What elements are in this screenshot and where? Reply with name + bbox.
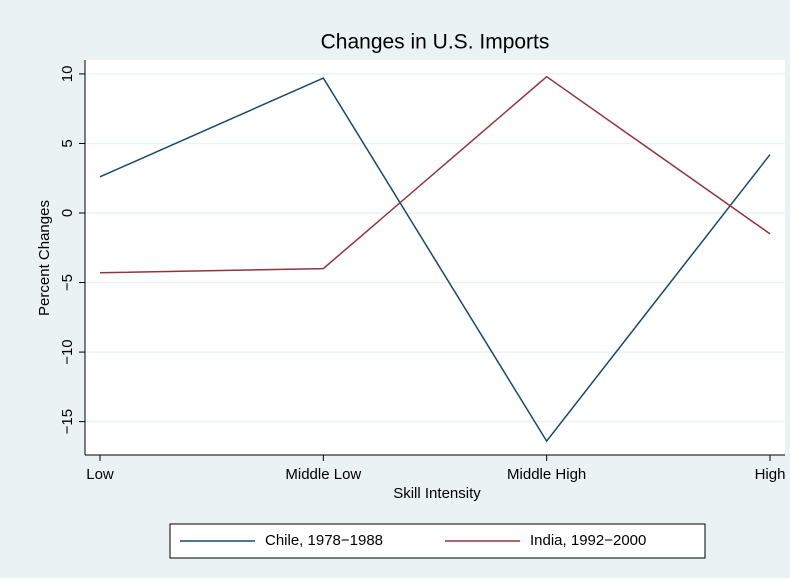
x-axis-label: Skill Intensity: [393, 485, 481, 502]
x-tick-label: Low: [86, 466, 114, 483]
chart-title: Changes in U.S. Imports: [321, 31, 550, 54]
legend-label: Chile, 1978−1988: [265, 532, 383, 549]
x-tick-label: Middle High: [507, 466, 586, 483]
y-tick-label: −10: [59, 339, 76, 364]
x-tick-label: Middle Low: [285, 466, 361, 483]
line-series: [99, 77, 771, 443]
y-tick-label: 10: [59, 66, 76, 83]
legend-label: India, 1992−2000: [530, 532, 646, 549]
y-tick-label: 5: [59, 139, 76, 147]
line-series: [99, 75, 771, 274]
y-tick-label: 0: [59, 209, 76, 217]
plot-area: [85, 60, 785, 455]
y-tick-label: −15: [59, 409, 76, 434]
x-tick-label: High: [755, 466, 786, 483]
y-axis-label: Percent Changes: [36, 200, 53, 316]
legend: [169, 523, 706, 559]
y-tick-label: −5: [59, 274, 76, 291]
